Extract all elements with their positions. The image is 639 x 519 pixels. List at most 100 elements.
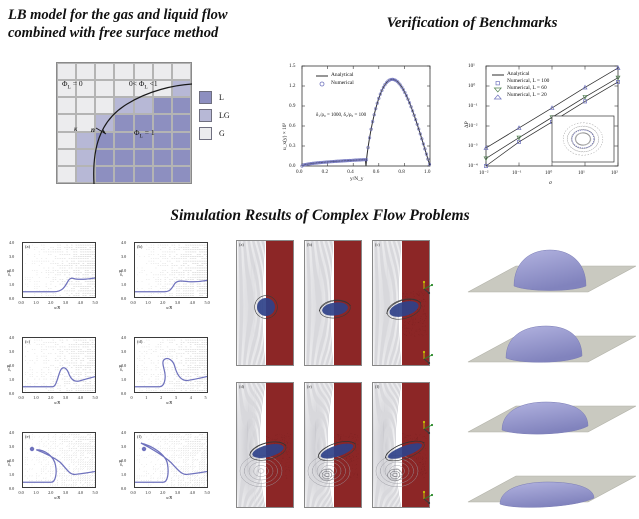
chart-c-ytick: 10⁻³ (468, 143, 477, 149)
velocity-panel-ylabel: y/R (6, 460, 11, 466)
legend-label-L: L (219, 93, 224, 102)
chart-b-xtick: 0.8 (398, 169, 404, 175)
velocity-panel-axes (134, 337, 208, 393)
velocity-panel-ytick: 1.0 (121, 282, 126, 287)
chart-b-ylabel: u_x(y) × 10³ (282, 123, 288, 150)
droplet-3d-render-column (438, 236, 636, 518)
legend-item-G: G (199, 124, 243, 142)
velocity-panel-xtick: 0 (131, 395, 133, 400)
legend-swatch-LG (199, 109, 212, 122)
velocity-panel-xtick: 2 (160, 395, 162, 400)
chart-b-xtick: 0.6 (373, 169, 379, 175)
velocity-panel-ytick: 4.0 (9, 335, 14, 340)
phase-legend: L LG G (199, 88, 243, 142)
chart-b-xtick: 0.4 (347, 169, 353, 175)
title-verification: Verification of Benchmarks (316, 14, 628, 33)
velocity-panel-xtick: 2.0 (160, 300, 165, 305)
chart-b-ytick: 0.9 (289, 103, 295, 109)
droplet-panel: (e) (304, 382, 362, 508)
velocity-panel-axes (22, 337, 96, 393)
velocity-panel-xtick: 4.0 (78, 490, 83, 495)
chart-c-legend-L60: Numerical, L = 60 (507, 85, 547, 91)
velocity-panel-ytick: 0.0 (9, 391, 14, 396)
chart-b-ytick: 1.2 (289, 83, 295, 89)
axis-triad-icon (420, 490, 436, 504)
chart-b-xtick: 1.0 (424, 169, 430, 175)
droplet-panel-label: (a) (239, 242, 244, 247)
velocity-panel-xtick: 1.0 (33, 300, 38, 305)
velocity-panel-xtick: 0.0 (19, 300, 24, 305)
chart-c-xtick: 10⁻² (479, 170, 488, 176)
velocity-panel-xtick: 5 (205, 395, 207, 400)
velocity-panel-xtick: 0.0 (131, 490, 136, 495)
label-phi-gas: ΦL = 0 (62, 79, 83, 91)
velocity-panel-xtick: 3.0 (63, 300, 68, 305)
velocity-panel-xtick: 4.0 (190, 490, 195, 495)
velocity-panel-axes (22, 242, 96, 298)
velocity-panel-xtick: 3.0 (63, 395, 68, 400)
velocity-panel-ytick: 0.0 (121, 486, 126, 491)
velocity-panel-xtick: 3.0 (63, 490, 68, 495)
velocity-panel-xtick: 1.0 (145, 300, 150, 305)
droplet-impact-panel-grid: (a) (b) (c) (d) (e) (f) (236, 240, 432, 516)
label-curvature-kappa: κ (74, 125, 77, 133)
velocity-panel: (c) 0.0 1.0 2.0 3.0 4.0 5.0 0.0 1.0 2.0 3.0 4.0 x/R y… (4, 333, 98, 405)
velocity-panel-ylabel: y/R (118, 365, 123, 371)
chart-c-xtick: 10⁻¹ (512, 170, 521, 176)
label-phi-interface: 0< ΦL <1 (129, 79, 158, 91)
velocity-panel-xtick: 4.0 (78, 300, 83, 305)
chart-b-ytick: 0.6 (289, 123, 295, 129)
velocity-panel: (a) 0.0 1.0 2.0 3.0 4.0 5.0 0.0 1.0 2.0 3.0 4.0 x/R y… (4, 238, 98, 310)
velocity-panel-xlabel: x/R (166, 495, 172, 500)
velocity-panel-ytick: 4.0 (121, 240, 126, 245)
chart-c-legend-analytical: Analytical (507, 71, 529, 77)
velocity-panel-ytick: 3.0 (9, 444, 14, 449)
velocity-panel-ytick: 3.0 (121, 349, 126, 354)
velocity-panel-ytick: 1.0 (9, 377, 14, 382)
velocity-panel-ytick: 0.0 (121, 296, 126, 301)
velocity-panel-xtick: 0.0 (131, 300, 136, 305)
velocity-panel-xtick: 0.0 (19, 395, 24, 400)
title-lb-line2: combined with free surface method (8, 24, 308, 42)
velocity-panel-label: (c) (25, 339, 30, 344)
axis-triad-icon (420, 350, 436, 364)
velocity-panel-xtick: 4.0 (190, 300, 195, 305)
chart-c-legend-L20: Numerical, L = 20 (507, 92, 547, 98)
velocity-panel-axes (134, 432, 208, 488)
velocity-field-panel-grid: (a) 0.0 1.0 2.0 3.0 4.0 5.0 0.0 1.0 2.0 3.0 4.0 x/R y… (4, 238, 228, 516)
velocity-panel-label: (f) (137, 434, 142, 439)
velocity-panel-axes (22, 432, 96, 488)
legend-swatch-L (199, 91, 212, 104)
velocity-panel-xtick: 1 (145, 395, 147, 400)
velocity-panel-ytick: 3.0 (9, 349, 14, 354)
velocity-panel-xtick: 2.0 (48, 490, 53, 495)
velocity-panel: (f) 0.0 1.0 2.0 3.0 4.0 5.0 0.0 1.0 2.0 3.0 4.0 x/R y… (116, 428, 210, 500)
velocity-panel-xlabel: x/R (166, 400, 172, 405)
chart-b-xtick: 0.2 (322, 169, 328, 175)
velocity-panel-label: (a) (25, 244, 30, 249)
velocity-panel-xtick: 5.0 (205, 490, 210, 495)
velocity-panel-xtick: 0.0 (19, 490, 24, 495)
chart-laplace-pressure: Analytical Numerical, L = 100 Numerical,… (452, 58, 628, 194)
velocity-panel-ytick: 0.0 (121, 391, 126, 396)
velocity-panel-xtick: 5.0 (205, 300, 210, 305)
droplet-3d-frame (462, 306, 636, 372)
legend-item-LG: LG (199, 106, 243, 124)
velocity-panel-xtick: 1.0 (33, 490, 38, 495)
velocity-panel: (e) 0.0 1.0 2.0 3.0 4.0 5.0 0.0 1.0 2.0 3.0 4.0 x/R y… (4, 428, 98, 500)
chart-b-xtick: 0.0 (296, 169, 302, 175)
velocity-panel-ytick: 1.0 (9, 472, 14, 477)
legend-swatch-G (199, 127, 212, 140)
chart-b-annotation: δ₁/ρ₀ = 1000, δ₂/ρ₀ = 100 (316, 113, 366, 118)
velocity-panel-ylabel: y/R (6, 270, 11, 276)
axis-triad-icon (420, 420, 436, 434)
chart-c-legend-L100: Numerical, L = 100 (507, 78, 549, 84)
velocity-panel-xtick: 2.0 (48, 300, 53, 305)
velocity-panel-label: (b) (137, 244, 142, 249)
title-simulation-results: Simulation Results of Complex Flow Probl… (105, 206, 535, 225)
droplet-panel: (a) (236, 240, 294, 366)
velocity-panel-xtick: 2.0 (48, 395, 53, 400)
velocity-panel-xtick: 3 (175, 395, 177, 400)
velocity-panel-xlabel: x/R (54, 305, 60, 310)
chart-b-ytick: 0.0 (289, 163, 295, 169)
